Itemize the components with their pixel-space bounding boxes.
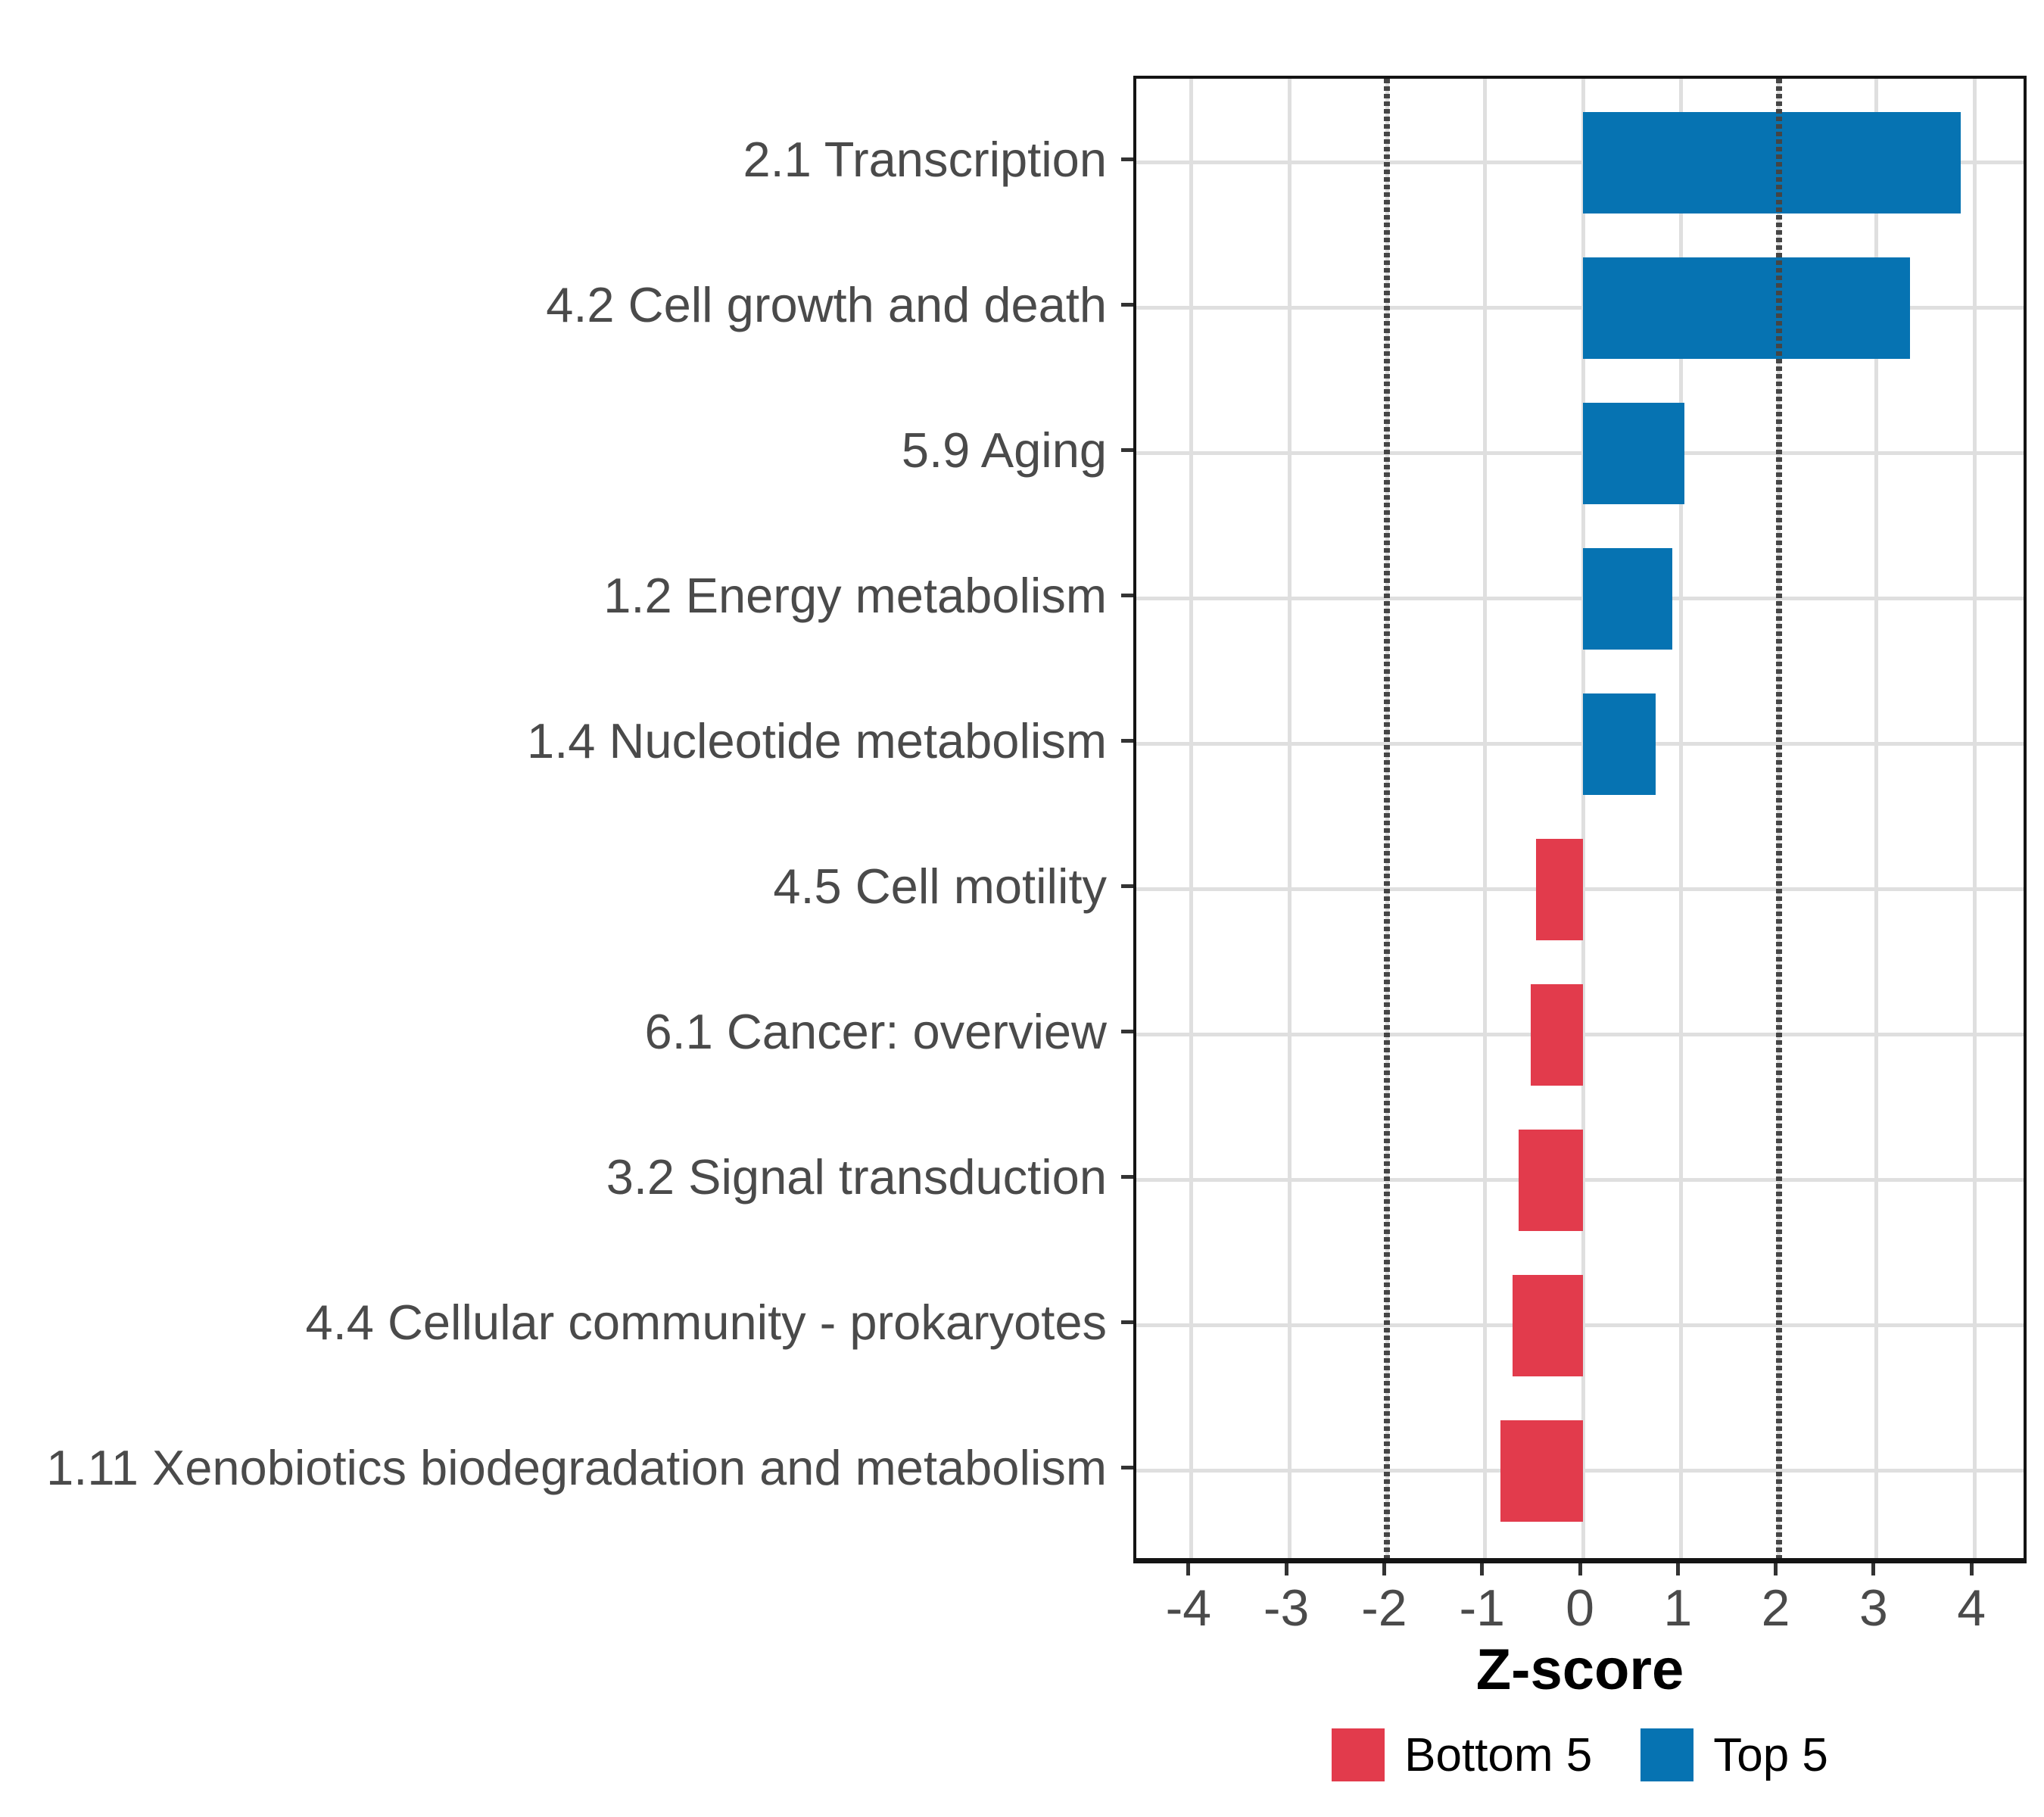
x-tick-label-3: 3 xyxy=(1859,1579,1888,1637)
y-tick-9 xyxy=(1121,1466,1133,1469)
legend: Bottom 5 Top 5 xyxy=(1133,1726,2027,1784)
gridline-y-1 xyxy=(1136,306,2024,310)
bar-5 xyxy=(1535,838,1583,940)
bar-4 xyxy=(1583,693,1656,795)
bar-8 xyxy=(1512,1274,1583,1376)
y-tick-2 xyxy=(1121,448,1133,452)
gridline-x-1 xyxy=(1678,79,1683,1558)
y-label-5: 4.5 Cell motility xyxy=(773,858,1107,914)
y-label-6: 6.1 Cancer: overview xyxy=(644,1003,1107,1059)
y-tick-0 xyxy=(1121,157,1133,161)
x-tick-label--4: -4 xyxy=(1165,1579,1212,1637)
y-tick-6 xyxy=(1121,1030,1133,1033)
gridline-x-4 xyxy=(1972,79,1977,1558)
x-tick-1 xyxy=(1675,1563,1680,1575)
gridline-x--3 xyxy=(1287,79,1292,1558)
gridline-x-0 xyxy=(1581,79,1585,1558)
y-tick-1 xyxy=(1121,303,1133,307)
plot-panel xyxy=(1133,76,2027,1563)
bar-3 xyxy=(1583,547,1672,650)
gridline-y-0 xyxy=(1136,161,2024,164)
y-label-3: 1.2 Energy metabolism xyxy=(603,567,1107,623)
gridline-y-3 xyxy=(1136,597,2024,600)
y-label-9: 1.11 Xenobiotics biodegradation and meta… xyxy=(46,1439,1107,1495)
x-tick--1 xyxy=(1480,1563,1485,1575)
bar-6 xyxy=(1531,983,1583,1086)
x-tick-4 xyxy=(1969,1563,1974,1575)
x-tick--4 xyxy=(1186,1563,1191,1575)
gridline-x--1 xyxy=(1483,79,1488,1558)
x-tick-label-1: 1 xyxy=(1663,1579,1693,1637)
y-tick-4 xyxy=(1121,739,1133,743)
y-tick-3 xyxy=(1121,594,1133,597)
y-label-4: 1.4 Nucleotide metabolism xyxy=(527,712,1107,768)
bar-0 xyxy=(1583,111,1961,213)
x-tick-label-0: 0 xyxy=(1566,1579,1594,1637)
bar-7 xyxy=(1518,1129,1583,1231)
y-tick-7 xyxy=(1121,1175,1133,1179)
gridline-y-4 xyxy=(1136,742,2024,746)
y-label-0: 2.1 Transcription xyxy=(743,131,1107,187)
y-tick-5 xyxy=(1121,884,1133,888)
y-label-1: 4.2 Cell growth and death xyxy=(546,276,1107,332)
x-tick--3 xyxy=(1284,1563,1288,1575)
y-label-7: 3.2 Signal transduction xyxy=(606,1148,1107,1205)
x-tick-label-4: 4 xyxy=(1957,1579,1986,1637)
x-tick-label--2: -2 xyxy=(1361,1579,1407,1637)
x-tick-label-2: 2 xyxy=(1761,1579,1790,1637)
reference-line--2 xyxy=(1384,79,1391,1558)
x-tick-0 xyxy=(1578,1563,1582,1575)
bar-1 xyxy=(1583,257,1910,359)
x-tick-label--1: -1 xyxy=(1459,1579,1505,1637)
x-tick-label--3: -3 xyxy=(1263,1579,1310,1637)
x-tick--2 xyxy=(1382,1563,1386,1575)
legend-item-top5: Top 5 xyxy=(1640,1728,1828,1782)
legend-label-bottom5: Bottom 5 xyxy=(1404,1728,1593,1781)
y-label-2: 5.9 Aging xyxy=(901,422,1107,478)
x-axis-title: Z-score xyxy=(1475,1638,1684,1702)
x-tick-3 xyxy=(1871,1563,1876,1575)
bar-9 xyxy=(1500,1420,1583,1522)
legend-label-top5: Top 5 xyxy=(1713,1728,1828,1781)
y-label-8: 4.4 Cellular community - prokaryotes xyxy=(305,1294,1107,1350)
x-tick-2 xyxy=(1774,1563,1778,1575)
gridline-y-2 xyxy=(1136,451,2024,455)
bar-2 xyxy=(1583,402,1685,504)
gridline-x--4 xyxy=(1189,79,1194,1558)
legend-item-bottom5: Bottom 5 xyxy=(1332,1728,1592,1782)
reference-line-2 xyxy=(1775,79,1782,1558)
gridline-x-3 xyxy=(1874,79,1879,1558)
legend-swatch-bottom5 xyxy=(1332,1728,1385,1781)
legend-swatch-top5 xyxy=(1640,1728,1694,1781)
y-tick-8 xyxy=(1121,1320,1133,1324)
